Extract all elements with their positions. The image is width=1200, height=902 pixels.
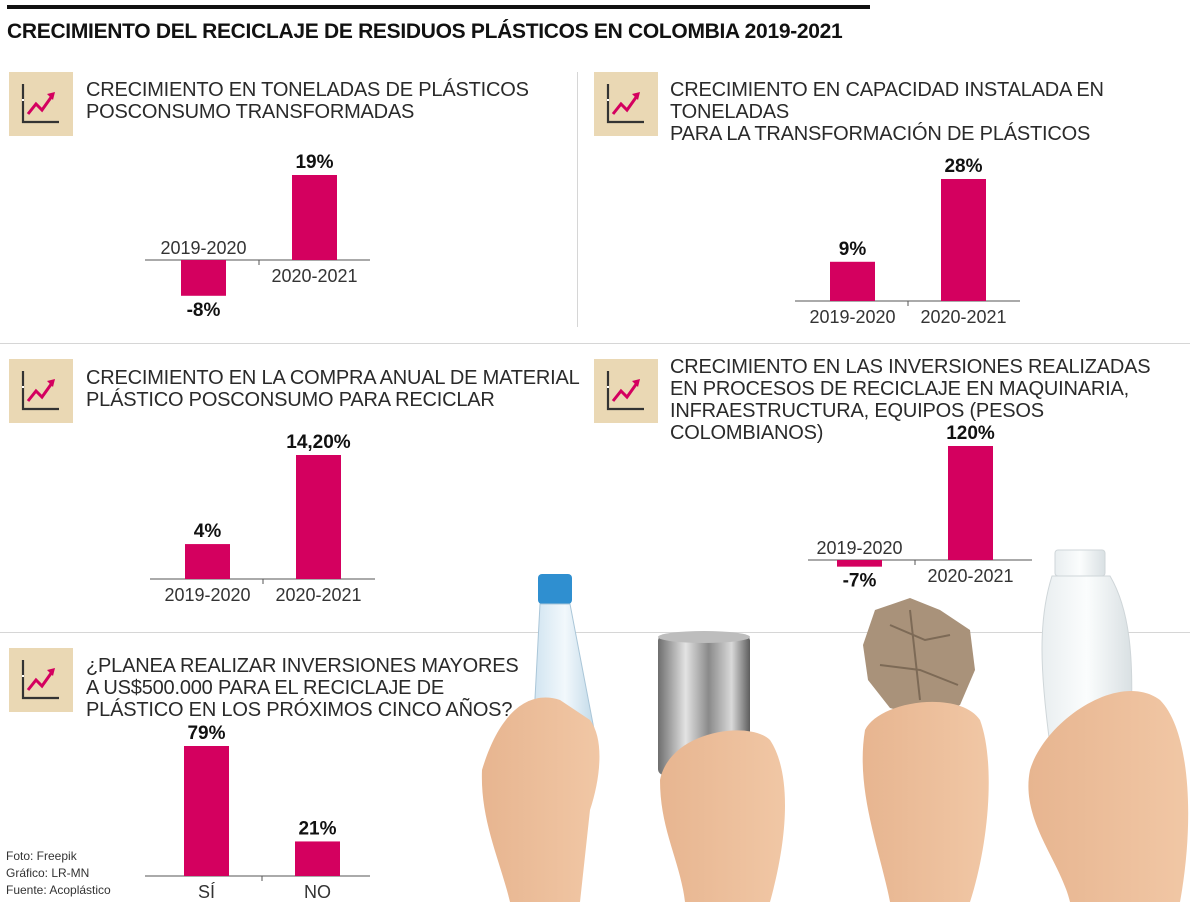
chart-value-label: 9% (839, 239, 867, 260)
arrow-head-icon (47, 668, 55, 676)
trend-line-icon (26, 95, 54, 115)
panel-title-line: INFRAESTRUCTURA, EQUIPOS (PESOS COLOMBIA… (670, 400, 1044, 444)
credit-graphic: Gráfico: LR-MN (6, 866, 90, 880)
panel-title-inversiones: CRECIMIENTO EN LAS INVERSIONES REALIZADA… (670, 356, 1200, 444)
chart-value-label: 120% (946, 423, 995, 444)
arrow-head-icon (47, 379, 55, 387)
chart-bar (184, 746, 229, 876)
panel-title-line: CRECIMIENTO EN LA COMPRA ANUAL DE MATERI… (86, 367, 580, 389)
panel-title-line: CRECIMIENTO EN TONELADAS DE PLÁSTICOS (86, 79, 529, 101)
credit-source: Fuente: Acoplástico (6, 883, 111, 897)
panel-title-planea: ¿PLANEA REALIZAR INVERSIONES MAYORES A U… (86, 655, 519, 721)
chart-axes-icon (21, 371, 59, 411)
chart-bar (296, 455, 341, 579)
recyclables-photo (470, 540, 1200, 902)
chart-value-label: 19% (295, 152, 333, 173)
trend-line-icon (26, 382, 54, 402)
chart-bar (837, 560, 882, 567)
panel-title-line: PLÁSTICO POSCONSUMO PARA RECICLAR (86, 389, 495, 411)
panel-title-line: PARA LA TRANSFORMACIÓN DE PLÁSTICOS (670, 123, 1091, 145)
chart-toneladas: -8% 2019-2020 19% 2020-2021 (145, 152, 370, 321)
panel-title-line: CRECIMIENTO EN CAPACIDAD INSTALADA EN TO… (670, 79, 1104, 123)
panel-title-capacidad: CRECIMIENTO EN CAPACIDAD INSTALADA EN TO… (670, 79, 1200, 145)
chart-axes-icon (21, 660, 59, 700)
chart-category-label: 2019-2020 (809, 307, 895, 327)
credits: Foto: Freepik Gráfico: LR-MN Fuente: Aco… (6, 848, 111, 899)
trend-line-icon (611, 382, 639, 402)
chart-inversiones: -7% 2019-2020 120% 2020-2021 (808, 423, 1032, 592)
chart-bar (181, 260, 226, 296)
top-rule (7, 5, 870, 9)
chart-category-label: NO (304, 882, 331, 902)
arrow-head-icon (47, 92, 55, 100)
chart-category-label: 2020-2021 (271, 266, 357, 286)
chart-bar (941, 179, 986, 301)
chart-bar (185, 544, 230, 579)
panel-title-toneladas: CRECIMIENTO EN TONELADAS DE PLÁSTICOS PO… (86, 79, 529, 123)
arrow-head-icon (632, 379, 640, 387)
panel-title-line: POSCONSUMO TRANSFORMADAS (86, 101, 415, 123)
chart-category-label: 2019-2020 (160, 238, 246, 258)
trend-line-icon (611, 95, 639, 115)
crumpled-paper-icon (863, 598, 975, 718)
chart-capacidad: 9% 2019-2020 28% 2020-2021 (795, 156, 1020, 327)
trend-line-icon (26, 671, 54, 691)
panel-title-line: ¿PLANEA REALIZAR INVERSIONES MAYORES (86, 655, 519, 677)
chart-category-label: 2020-2021 (920, 307, 1006, 327)
trend-up-chart-icon (9, 648, 73, 712)
chart-axes-icon (606, 84, 644, 124)
chart-value-label: 4% (194, 521, 222, 542)
chart-bar (295, 841, 340, 876)
trend-up-chart-icon (9, 359, 73, 423)
row-divider-1 (0, 343, 1190, 344)
panel-title-line: CRECIMIENTO EN LAS INVERSIONES REALIZADA… (670, 356, 1151, 378)
chart-compra: 4% 2019-2020 14,20% 2020-2021 (150, 432, 375, 605)
chart-value-label: 79% (187, 723, 225, 744)
chart-category-label: 2020-2021 (275, 585, 361, 605)
chart-value-label: -7% (843, 571, 877, 592)
trend-up-chart-icon (594, 359, 658, 423)
panel-title-line: A US$500.000 PARA EL RECICLAJE DE (86, 677, 445, 699)
chart-planea: 79% SÍ 21% NO (145, 723, 370, 902)
trend-up-chart-icon (9, 72, 73, 136)
panel-title-compra: CRECIMIENTO EN LA COMPRA ANUAL DE MATERI… (86, 367, 580, 411)
chart-value-label: 28% (944, 156, 982, 177)
chart-value-label: 21% (298, 818, 336, 839)
row-divider-2 (0, 632, 1190, 633)
panel-title-line: EN PROCESOS DE RECICLAJE EN MAQUINARIA, (670, 378, 1129, 400)
panel-title-line: PLÁSTICO EN LOS PRÓXIMOS CINCO AÑOS? (86, 699, 513, 721)
chart-category-label: SÍ (198, 882, 215, 902)
infographic-title: CRECIMIENTO DEL RECICLAJE DE RESIDUOS PL… (7, 20, 843, 43)
chart-value-label: -8% (187, 300, 221, 321)
trend-up-chart-icon (594, 72, 658, 136)
chart-value-label: 14,20% (286, 432, 351, 453)
chart-category-label: 2019-2020 (164, 585, 250, 605)
chart-bar (830, 261, 875, 301)
arrow-head-icon (632, 92, 640, 100)
column-divider (577, 72, 578, 327)
chart-bar (292, 175, 337, 260)
chart-axes-icon (606, 371, 644, 411)
chart-category-label: 2020-2021 (927, 566, 1013, 586)
chart-category-label: 2019-2020 (816, 538, 902, 558)
chart-axes-icon (21, 84, 59, 124)
hands-holding-recyclables-illustration (481, 549, 1189, 902)
chart-bar (948, 446, 993, 560)
credit-photo: Foto: Freepik (6, 849, 77, 863)
